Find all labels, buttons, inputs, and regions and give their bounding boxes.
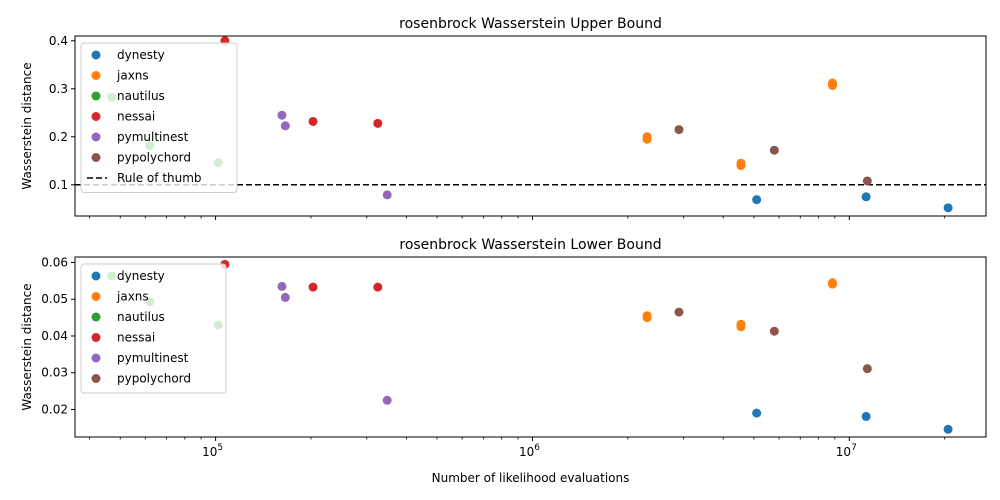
y-axis-label: Wasserstein distance [20, 62, 34, 189]
point-pymultinest [277, 281, 287, 291]
point-jaxns [642, 313, 652, 323]
legend-marker-pymultinest [91, 132, 101, 142]
legend-label: nautilus [117, 89, 165, 103]
point-nessai [308, 116, 318, 126]
y-tick-label: 0.3 [49, 82, 68, 96]
legend-marker-nautilus [91, 312, 101, 322]
legend-label: dynesty [117, 269, 165, 283]
x-tick-label: 107 [836, 443, 857, 459]
point-jaxns [736, 322, 746, 332]
series-dynesty [752, 192, 953, 213]
legend: dynesty jaxns nautilus nessai pymultinest pyp… [80, 263, 227, 394]
point-pymultinest [280, 292, 290, 302]
y-tick-label: 0.1 [49, 178, 68, 192]
point-dynesty [752, 408, 762, 418]
legend-marker-jaxns [91, 292, 101, 301]
x-axis-label: Number of likelihood evaluations [432, 471, 630, 485]
chart-panel-2: rosenbrock Wasserstein Lower Bound Wasser… [20, 237, 987, 485]
y-axis-label: Wasserstein distance [20, 283, 34, 410]
point-nessai [308, 282, 318, 292]
chart-panel-1: rosenbrock Wasserstein Upper Bound Wasser… [20, 16, 987, 220]
legend-label: pypolychord [117, 372, 191, 386]
point-pypolychord [674, 307, 684, 317]
point-pypolychord [769, 145, 779, 155]
point-jaxns [828, 80, 838, 90]
legend-marker-dynesty [91, 50, 101, 60]
series-pymultinest [277, 110, 392, 200]
legend-box [80, 42, 238, 193]
y-tick-label: 0.2 [49, 130, 68, 144]
series-dynesty [752, 408, 953, 434]
legend-marker-nautilus [91, 91, 101, 101]
legend-label: jaxns [116, 290, 149, 304]
chart-title: rosenbrock Wasserstein Upper Bound [399, 16, 662, 32]
y-tick-label: 0.06 [41, 256, 68, 270]
point-pymultinest [382, 395, 392, 405]
point-nessai [373, 282, 383, 292]
series-jaxns [642, 278, 838, 332]
legend: dynesty jaxns nautilus nessai pymultinest pyp… [80, 42, 238, 193]
legend-label: pymultinest [117, 351, 189, 365]
point-pymultinest [277, 110, 287, 120]
legend-label: nautilus [117, 310, 165, 324]
series-jaxns [642, 78, 838, 171]
chart-title: rosenbrock Wasserstein Lower Bound [399, 237, 661, 253]
legend-marker-pypolychord [91, 153, 101, 162]
legend-label: jaxns [116, 69, 149, 83]
legend-label: pymultinest [117, 130, 189, 144]
series-nessai [220, 259, 383, 292]
y-tick-label: 0.02 [41, 402, 68, 416]
legend-label: nessai [117, 331, 155, 345]
point-pymultinest [382, 190, 392, 200]
series-pypolychord [674, 125, 872, 186]
legend-marker-nessai [91, 333, 101, 342]
point-pypolychord [769, 326, 779, 336]
point-pypolychord [674, 125, 684, 135]
legend-marker-dynesty [91, 271, 101, 281]
y-tick-label: 0.05 [41, 292, 68, 306]
y-tick-label: 0.03 [41, 366, 68, 380]
legend-label: dynesty [117, 48, 165, 62]
x-tick-label: 106 [519, 443, 540, 459]
point-dynesty [752, 195, 762, 205]
y-tick-label: 0.04 [41, 329, 68, 343]
point-nessai [373, 118, 383, 128]
legend-marker-jaxns [91, 71, 101, 80]
point-pypolychord [862, 364, 872, 374]
point-pypolychord [862, 176, 872, 186]
legend-box [80, 263, 227, 394]
series-nessai [220, 36, 383, 128]
series-pymultinest [277, 281, 392, 405]
legend-label: nessai [117, 110, 155, 124]
legend-label: Rule of thumb [117, 171, 202, 185]
legend-label: pypolychord [117, 151, 191, 165]
point-dynesty [861, 192, 871, 202]
x-tick-label: 105 [202, 443, 223, 459]
point-dynesty [861, 411, 871, 421]
axes-frame [74, 256, 987, 438]
legend-marker-nessai [91, 112, 101, 121]
point-jaxns [736, 161, 746, 171]
series-pypolychord [674, 307, 872, 374]
y-tick-label: 0.4 [49, 34, 68, 48]
point-dynesty [943, 203, 953, 213]
legend-marker-pypolychord [91, 374, 101, 383]
point-pymultinest [280, 121, 290, 131]
point-dynesty [943, 424, 953, 434]
axes-frame [74, 35, 987, 217]
point-jaxns [642, 134, 652, 144]
point-jaxns [828, 279, 838, 289]
legend-marker-pymultinest [91, 353, 101, 363]
